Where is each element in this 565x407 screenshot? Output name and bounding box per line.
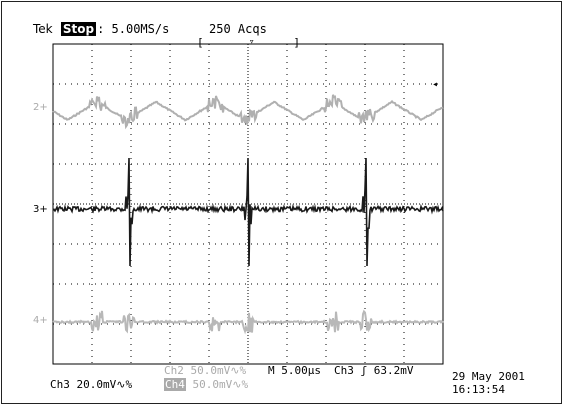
acquisition-count: 250 Acqs	[209, 22, 267, 36]
record-position-bar: [ ▿ ]	[197, 36, 300, 49]
ch4-value: 50.0mV∿%	[185, 378, 249, 391]
trigger-position-icon: ▿	[249, 37, 255, 47]
trigger-readout: Ch3 ʃ 63.2mV	[334, 365, 414, 377]
rising-edge-icon: ʃ	[360, 364, 368, 377]
capture-time: 16:13:54	[452, 383, 505, 396]
timebase: M 5.00µs	[268, 364, 321, 377]
record-bracket-left: [	[197, 36, 204, 49]
ch3-trace	[52, 157, 444, 267]
status-bar: Tek Stop: 5.00MS/s	[33, 22, 169, 36]
sample-rate: : 5.00MS/s	[97, 22, 170, 36]
ch4-label: Ch4	[164, 378, 186, 391]
ch4-scale: Ch4 50.0mV∿%	[164, 378, 249, 391]
trigger-level: 63.2mV	[373, 364, 414, 377]
capture-date: 29 May 2001	[452, 370, 525, 383]
ch2-ground-marker: 2+	[33, 102, 48, 113]
ch2-trace	[52, 94, 444, 130]
run-state-badge: Stop	[60, 22, 97, 36]
ch4-trace	[52, 309, 444, 335]
ch4-ground-marker: 4+	[33, 315, 48, 326]
ch2-scale: Ch2 50.0mV∿%	[164, 364, 247, 377]
ch3-scale: Ch3 20.0mV∿%	[50, 378, 133, 391]
brand-label: Tek	[33, 22, 53, 36]
trigger-level-icon: ◂	[432, 79, 439, 90]
record-bracket-right: ]	[293, 36, 300, 49]
ch3-ground-marker: 3+	[33, 204, 48, 215]
trigger-source: Ch3	[334, 364, 354, 377]
